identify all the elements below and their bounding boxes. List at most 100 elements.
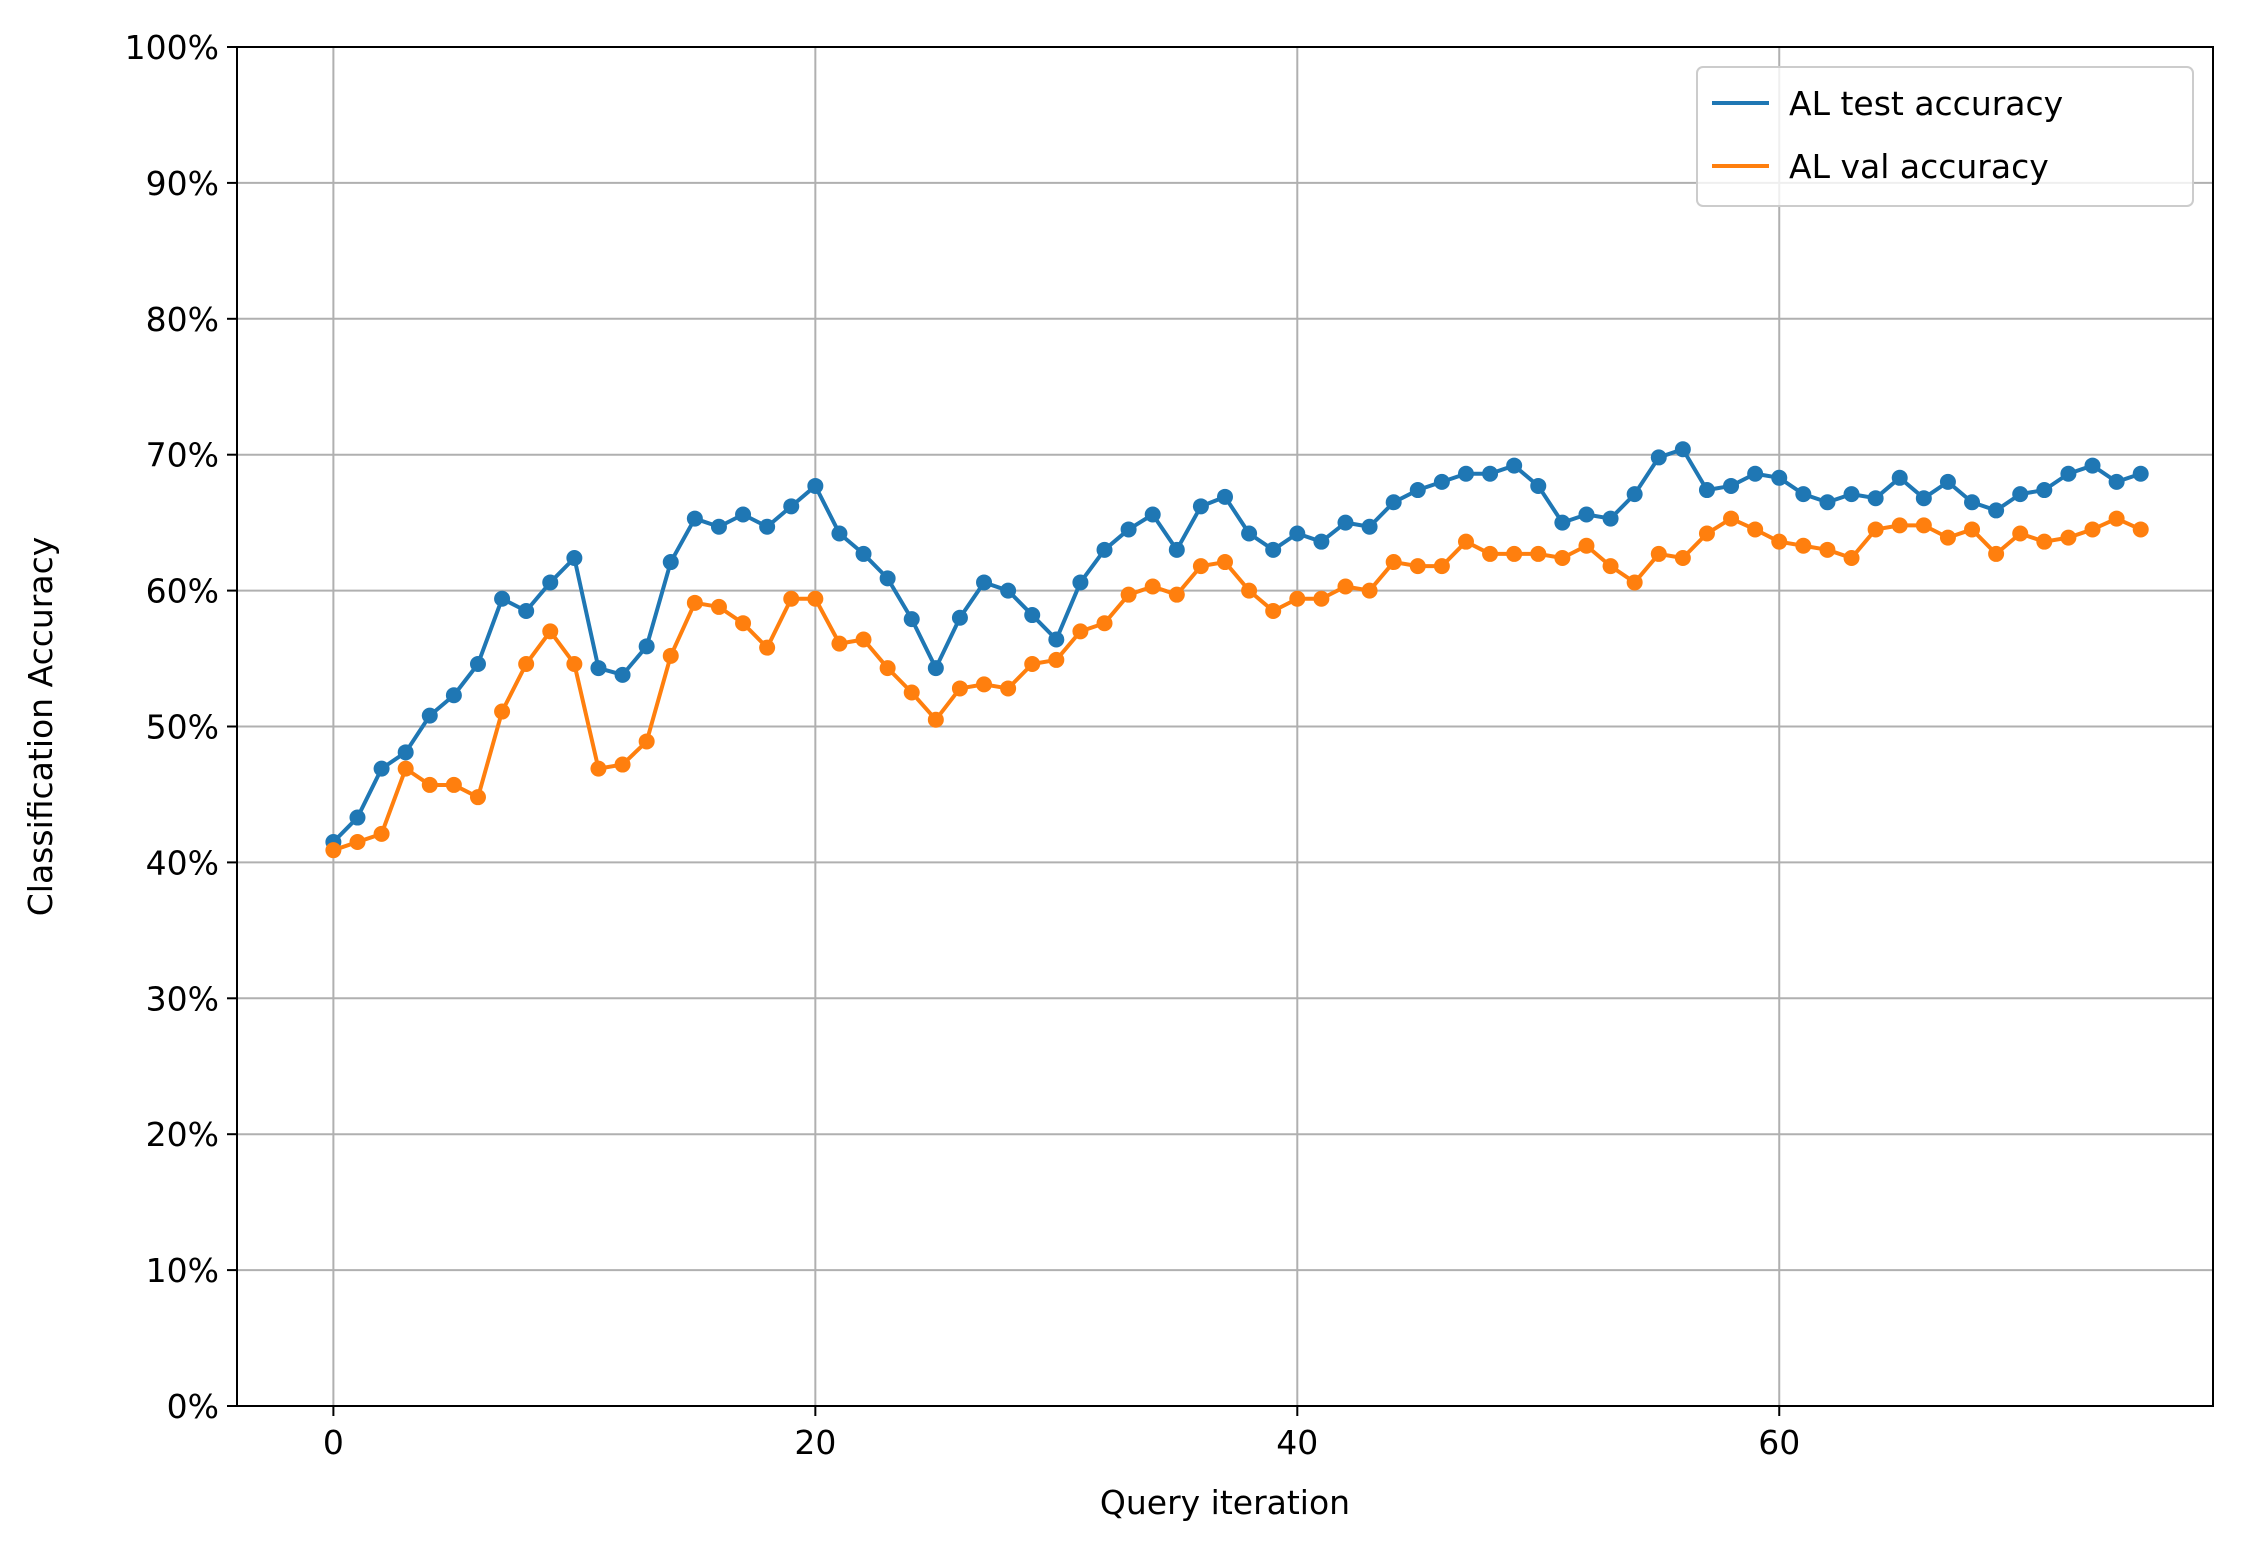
data-point (1867, 490, 1884, 507)
data-point (1795, 537, 1812, 554)
data-point (686, 594, 703, 611)
data-point (1626, 486, 1643, 503)
data-point (1891, 517, 1908, 534)
data-point (469, 655, 486, 672)
legend-box (1696, 66, 2194, 207)
data-point (638, 733, 655, 750)
data-point (1337, 514, 1354, 531)
y-tick-label: 60% (146, 572, 219, 611)
data-point (1650, 449, 1667, 466)
data-point (325, 842, 342, 859)
data-point (662, 554, 679, 571)
data-point (1530, 545, 1547, 562)
data-point (1723, 510, 1740, 527)
data-point (638, 638, 655, 655)
data-point (1482, 545, 1499, 562)
data-point (1385, 554, 1402, 571)
data-point (1385, 494, 1402, 511)
data-point (1602, 558, 1619, 575)
data-point (2012, 525, 2029, 542)
data-point (831, 525, 848, 542)
data-point (1241, 582, 1258, 599)
data-point (2060, 529, 2077, 546)
data-point (1433, 558, 1450, 575)
data-point (1048, 631, 1065, 648)
data-point (1433, 473, 1450, 490)
data-point (1530, 477, 1547, 494)
y-tick-label: 30% (146, 979, 219, 1018)
x-axis-label: Query iteration (1100, 1483, 1350, 1522)
data-point (373, 825, 390, 842)
data-point (710, 518, 727, 535)
data-point (1819, 541, 1836, 558)
y-tick-label: 10% (146, 1251, 219, 1290)
data-point (855, 631, 872, 648)
data-point (1723, 477, 1740, 494)
data-point (421, 776, 438, 793)
data-point (1578, 537, 1595, 554)
data-point (518, 655, 535, 672)
x-tick-label: 60 (1758, 1423, 1800, 1462)
y-tick-label: 100% (125, 28, 219, 67)
data-point (1988, 545, 2005, 562)
data-point (1361, 518, 1378, 535)
data-point (1072, 574, 1089, 591)
data-point (445, 776, 462, 793)
data-point (1795, 486, 1812, 503)
data-point (542, 574, 559, 591)
y-tick-label: 70% (146, 436, 219, 475)
data-point (2036, 533, 2053, 550)
data-point (903, 684, 920, 701)
data-point (1144, 578, 1161, 595)
data-point (1000, 680, 1017, 697)
data-point (1337, 578, 1354, 595)
data-point (951, 609, 968, 626)
data-point (1747, 465, 1764, 482)
data-point (2132, 465, 2149, 482)
data-point (1024, 607, 1041, 624)
data-point (1626, 574, 1643, 591)
data-point (590, 660, 607, 677)
data-point (879, 570, 896, 587)
data-point (1939, 529, 1956, 546)
x-tick-label: 0 (323, 1423, 344, 1462)
data-point (445, 687, 462, 704)
data-point (1289, 590, 1306, 607)
data-point (1192, 498, 1209, 515)
data-point (1265, 541, 1282, 558)
data-point (1964, 494, 1981, 511)
data-point (1771, 533, 1788, 550)
data-point (1168, 586, 1185, 603)
data-point (1747, 521, 1764, 538)
data-point (397, 744, 414, 761)
data-point (976, 574, 993, 591)
y-axis-label: Classification Accuracy (21, 537, 60, 917)
data-point (1650, 545, 1667, 562)
data-point (2060, 465, 2077, 482)
data-point (1698, 525, 1715, 542)
data-point (1120, 586, 1137, 603)
data-point (1241, 525, 1258, 542)
data-point (397, 760, 414, 777)
y-tick-label: 80% (146, 300, 219, 339)
data-point (1843, 549, 1860, 566)
data-point (686, 510, 703, 527)
data-point (614, 666, 631, 683)
data-point (2012, 486, 2029, 503)
data-point (542, 623, 559, 640)
legend: AL test accuracy AL val accuracy (1696, 66, 2194, 207)
data-point (614, 756, 631, 773)
data-point (1698, 482, 1715, 499)
data-point (1217, 554, 1233, 571)
data-point (976, 676, 993, 693)
data-point (2108, 473, 2125, 490)
data-point (494, 590, 511, 607)
data-point (1457, 533, 1474, 550)
data-point (1289, 525, 1306, 542)
data-point (1939, 473, 1956, 490)
data-point (1506, 545, 1523, 562)
data-point (759, 639, 776, 656)
series-2 (325, 510, 2149, 859)
data-point (1048, 651, 1065, 668)
